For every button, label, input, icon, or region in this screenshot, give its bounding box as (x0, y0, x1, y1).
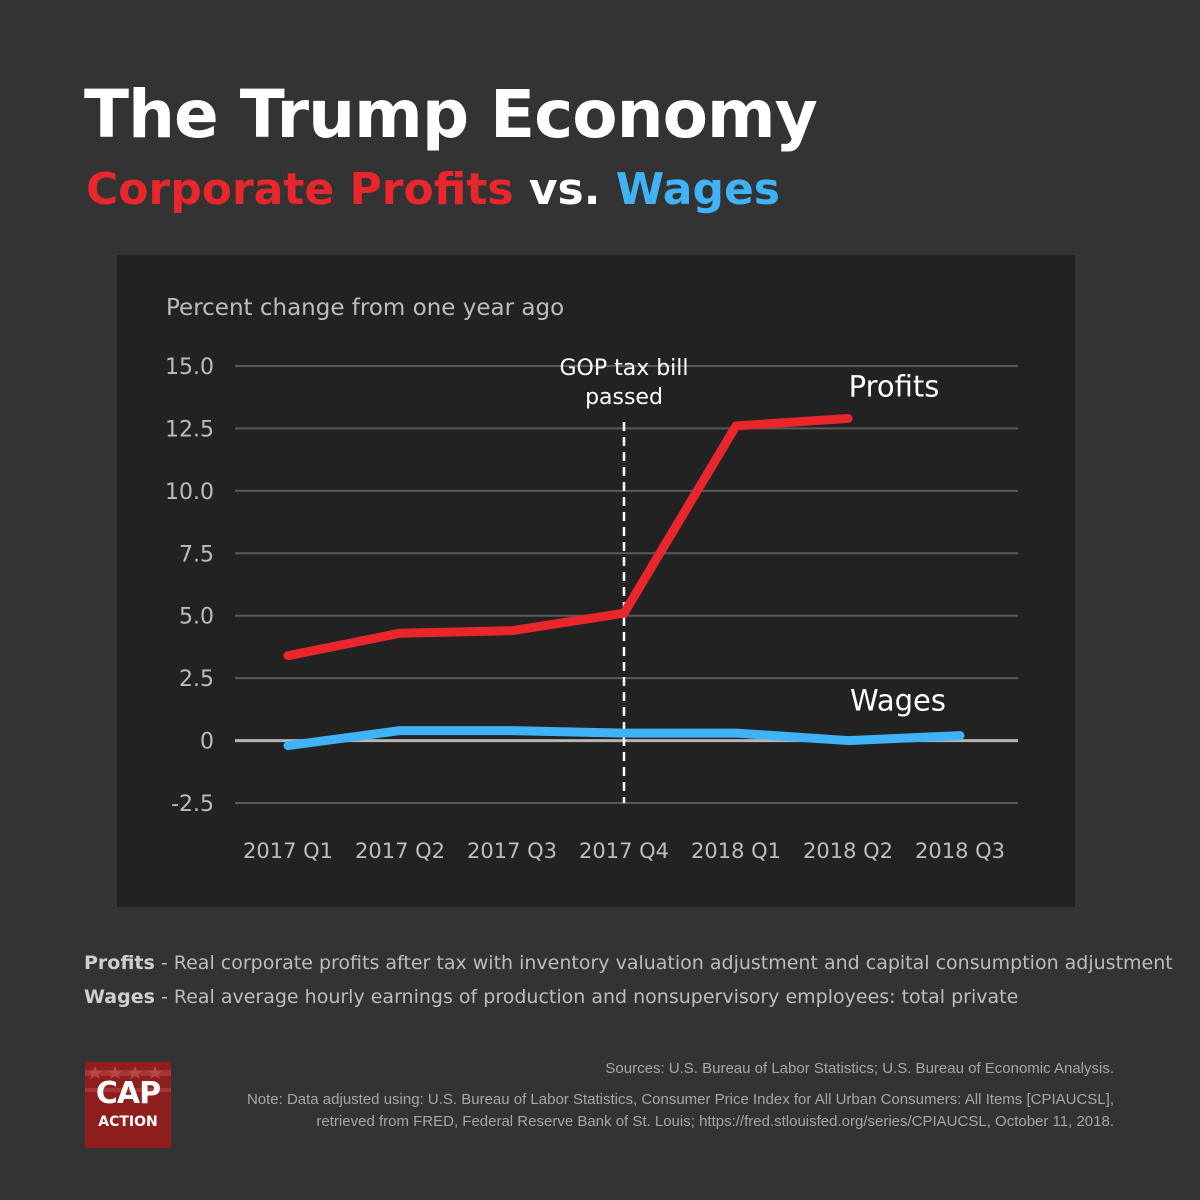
y-tick-label: 12.5 (165, 417, 214, 442)
x-tick-label: 2017 Q1 (243, 839, 333, 863)
definitions: Profits - Real corporate profits after t… (84, 946, 1173, 1014)
profits-line (283, 413, 853, 661)
page-subtitle: Corporate Profits vs. Wages (86, 164, 780, 215)
page-title: The Trump Economy (84, 76, 818, 153)
subtitle-vs: vs. (528, 164, 601, 215)
annotation-label: GOP tax bill (559, 356, 688, 381)
chart-panel: Percent change from one year ago 15.0 12.… (117, 255, 1075, 907)
x-tick-label: 2017 Q3 (467, 839, 557, 863)
y-tick-label: 7.5 (179, 542, 214, 567)
y-tick-label: 15.0 (165, 355, 214, 380)
series-lines: Profits Wages (283, 369, 965, 751)
wages-line (283, 726, 965, 751)
logo-cap: CAP (95, 1076, 161, 1111)
note-wages: Wages - Real average hourly earnings of … (84, 980, 1144, 1014)
x-tick-label: 2018 Q3 (915, 839, 1005, 863)
x-tick-labels: 2017 Q1 2017 Q2 2017 Q3 2017 Q4 2018 Q1 2018 … (243, 839, 1005, 863)
wages-series-label: Wages (850, 684, 946, 718)
note-profits: Profits - Real corporate profits after t… (84, 946, 1173, 980)
annotation-label: passed (585, 385, 663, 410)
note-text: - Real average hourly earnings of produc… (154, 986, 1019, 1008)
y-tick-labels: 15.0 12.5 10.0 7.5 5.0 2.5 0 -2.5 (165, 355, 214, 817)
x-tick-label: 2017 Q2 (355, 839, 445, 863)
y-tick-label: 10.0 (165, 480, 214, 505)
y-tick-label: 0 (200, 730, 214, 755)
annotation-group: GOP tax bill passed (559, 356, 689, 803)
profits-series-label: Profits (849, 369, 940, 403)
line-chart: Percent change from one year ago 15.0 12.… (165, 295, 1018, 863)
sources: Sources: U.S. Bureau of Labor Statistics… (214, 1058, 1114, 1133)
note-text: - Real corporate profits after tax with … (154, 952, 1173, 974)
logo-stars-icon (85, 1062, 171, 1148)
subtitle-wages: Wages (615, 164, 780, 215)
cap-action-logo: CAP ACTION (85, 1062, 171, 1148)
x-tick-label: 2018 Q2 (803, 839, 893, 863)
x-tick-label: 2017 Q4 (579, 839, 669, 863)
subtitle-profits: Corporate Profits (86, 164, 514, 215)
logo-action: ACTION (98, 1114, 158, 1130)
y-tick-label: 2.5 (179, 667, 214, 692)
note-term: Wages (84, 986, 155, 1008)
note-retrieval-line: retrieved from FRED, Federal Reserve Ban… (316, 1113, 1114, 1130)
y-axis-label: Percent change from one year ago (166, 295, 564, 321)
y-tick-label: 5.0 (179, 605, 214, 630)
note-term: Profits (84, 952, 155, 974)
x-tick-label: 2018 Q1 (691, 839, 781, 863)
y-tick-label: -2.5 (171, 792, 214, 817)
sources-line: Sources: U.S. Bureau of Labor Statistics… (605, 1060, 1114, 1077)
note-adjustment-line: Note: Data adjusted using: U.S. Bureau o… (246, 1091, 1114, 1108)
